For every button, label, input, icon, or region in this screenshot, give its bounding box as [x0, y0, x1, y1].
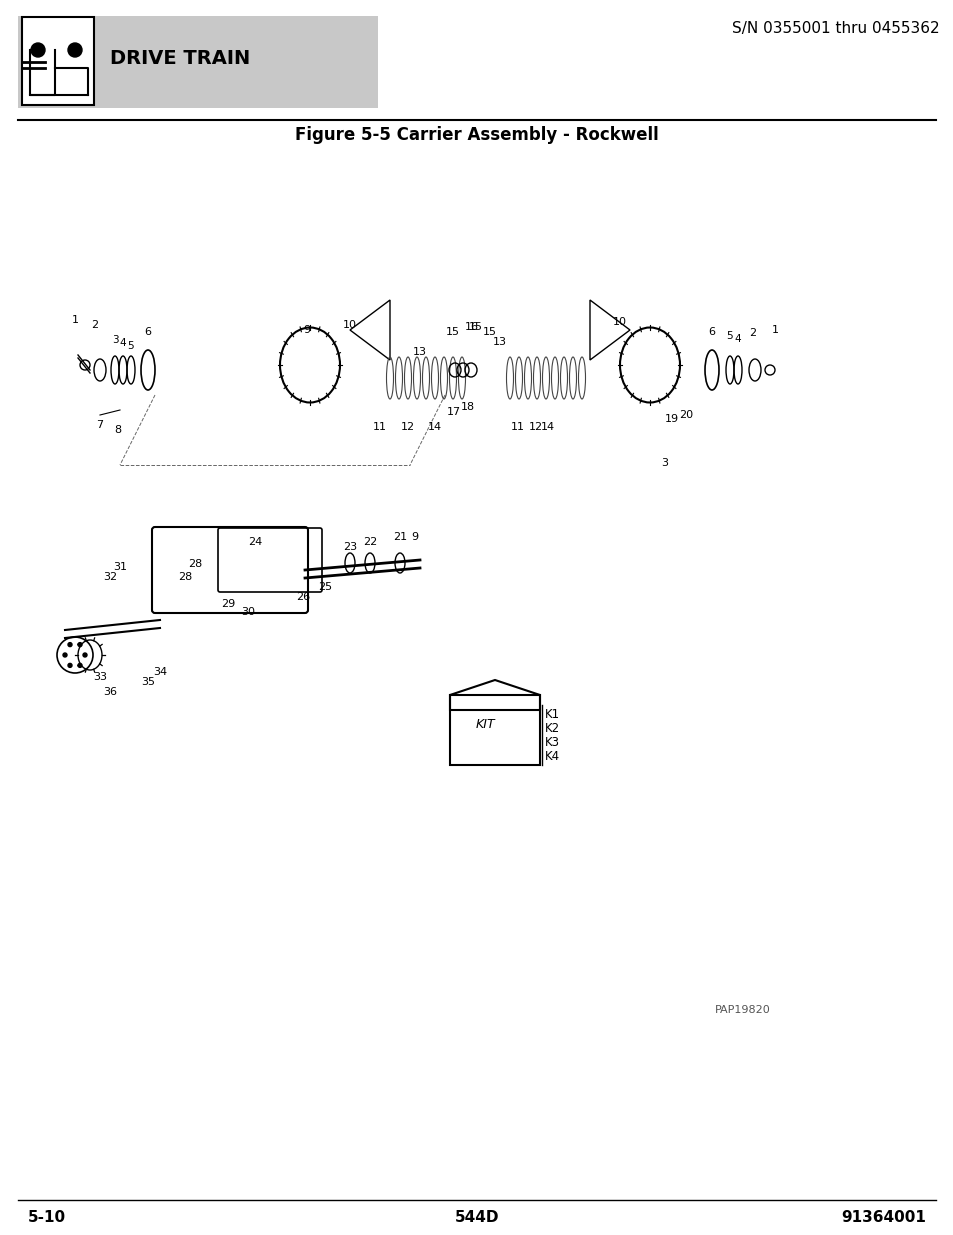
Text: 11: 11	[511, 422, 524, 432]
Circle shape	[83, 653, 87, 657]
Text: 36: 36	[103, 687, 117, 697]
Bar	[22, 17, 94, 105]
Circle shape	[68, 642, 71, 647]
Text: 2: 2	[749, 329, 756, 338]
Text: 23: 23	[342, 542, 356, 552]
Text: 4: 4	[734, 333, 740, 345]
Text: KIT: KIT	[475, 719, 495, 731]
Text: 11: 11	[373, 422, 387, 432]
Text: Figure 5-5 Carrier Assembly - Rockwell: Figure 5-5 Carrier Assembly - Rockwell	[294, 126, 659, 144]
Text: 2: 2	[91, 320, 98, 330]
Text: 10: 10	[343, 320, 356, 330]
Text: 7: 7	[96, 420, 104, 430]
Text: 3: 3	[112, 335, 118, 345]
Text: 6: 6	[708, 327, 715, 337]
Text: 1: 1	[71, 315, 78, 325]
Text: 17: 17	[446, 408, 460, 417]
Text: 5: 5	[128, 341, 134, 351]
Text: K4: K4	[544, 751, 559, 763]
Text: 26: 26	[295, 592, 310, 601]
Text: 35: 35	[141, 677, 154, 687]
Text: 12: 12	[528, 422, 542, 432]
Text: 5: 5	[726, 331, 733, 341]
Text: 8: 8	[114, 425, 121, 435]
Text: S/N 0355001 thru 0455362: S/N 0355001 thru 0455362	[732, 21, 939, 36]
Text: 544D: 544D	[455, 1210, 498, 1225]
Circle shape	[78, 642, 82, 647]
Text: 29: 29	[221, 599, 234, 609]
Text: 33: 33	[92, 672, 107, 682]
Text: 34: 34	[152, 667, 167, 677]
Text: 31: 31	[112, 562, 127, 572]
Text: 22: 22	[362, 537, 376, 547]
Text: 28: 28	[177, 572, 192, 582]
Text: K3: K3	[544, 736, 559, 750]
Text: 14: 14	[428, 422, 441, 432]
Text: DRIVE TRAIN: DRIVE TRAIN	[110, 48, 250, 68]
Text: 32: 32	[103, 572, 117, 582]
Text: 21: 21	[393, 532, 407, 542]
Text: 15: 15	[482, 327, 497, 337]
Text: 12: 12	[400, 422, 415, 432]
Text: 25: 25	[317, 582, 332, 592]
Text: 9: 9	[303, 325, 311, 335]
Text: 18: 18	[460, 403, 475, 412]
Text: 1: 1	[771, 325, 778, 335]
Text: 24: 24	[248, 537, 262, 547]
Text: 4: 4	[119, 338, 126, 348]
Text: PAP19820: PAP19820	[714, 1005, 770, 1015]
Circle shape	[78, 663, 82, 667]
Text: 13: 13	[493, 337, 506, 347]
Text: 30: 30	[241, 606, 254, 618]
Text: 5-10: 5-10	[28, 1210, 66, 1225]
Circle shape	[68, 663, 71, 667]
Bar	[450, 695, 539, 764]
Text: 19: 19	[664, 414, 679, 424]
Text: 10: 10	[613, 317, 626, 327]
Bar	[18, 16, 377, 107]
Text: 28: 28	[188, 559, 202, 569]
Text: 14: 14	[540, 422, 555, 432]
Text: 3: 3	[660, 458, 668, 468]
Text: 15: 15	[469, 322, 482, 332]
Text: 91364001: 91364001	[841, 1210, 925, 1225]
Circle shape	[68, 43, 82, 57]
Text: 6: 6	[144, 327, 152, 337]
Text: 16: 16	[464, 322, 478, 332]
Text: 13: 13	[413, 347, 427, 357]
Text: 15: 15	[446, 327, 459, 337]
Circle shape	[63, 653, 67, 657]
Text: K2: K2	[544, 722, 559, 736]
Text: 20: 20	[679, 410, 692, 420]
Text: 9: 9	[411, 532, 418, 542]
Circle shape	[30, 43, 45, 57]
Text: K1: K1	[544, 709, 559, 721]
